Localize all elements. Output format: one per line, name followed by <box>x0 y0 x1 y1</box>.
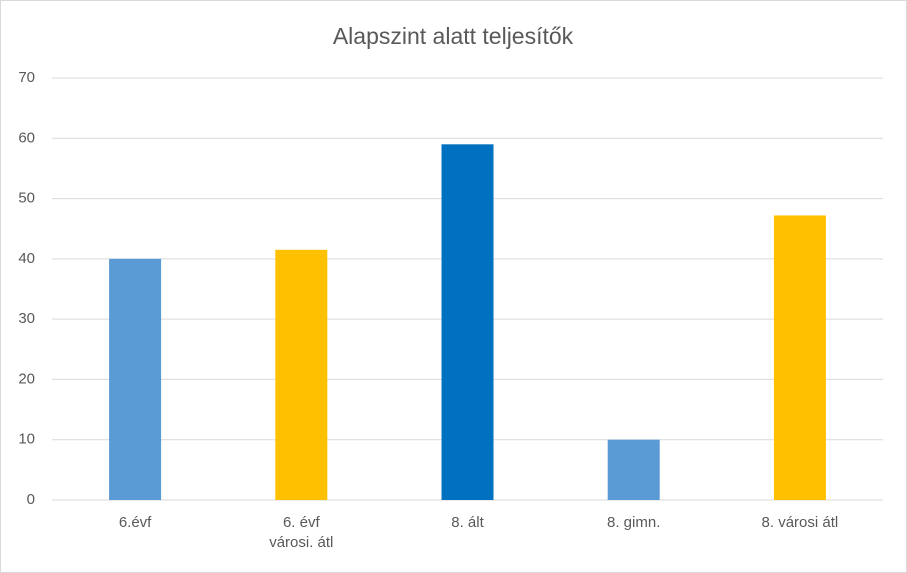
bar <box>441 144 494 501</box>
y-tick-label: 0 <box>27 491 35 508</box>
bar <box>275 249 328 500</box>
y-tick-label: 70 <box>18 69 35 86</box>
y-tick-label: 20 <box>18 370 35 387</box>
y-tick-label: 10 <box>18 431 35 448</box>
y-tick-label: 40 <box>18 250 35 267</box>
bar <box>109 258 162 500</box>
bar <box>607 439 660 500</box>
x-tick-label: 8. városi átl <box>761 514 839 531</box>
chart-title: Alapszint alatt teljesítők <box>333 23 574 49</box>
y-tick-label: 60 <box>18 129 35 146</box>
x-tick-label: 6.évf <box>118 514 152 531</box>
y-tick-label: 30 <box>18 310 35 327</box>
x-tick-label: 6. évf városi. átl <box>269 514 334 551</box>
bar <box>773 215 826 501</box>
x-tick-label: 8. gimn. <box>607 514 661 531</box>
x-tick-label: 8. ált <box>451 514 484 531</box>
y-tick-label: 50 <box>18 190 35 207</box>
